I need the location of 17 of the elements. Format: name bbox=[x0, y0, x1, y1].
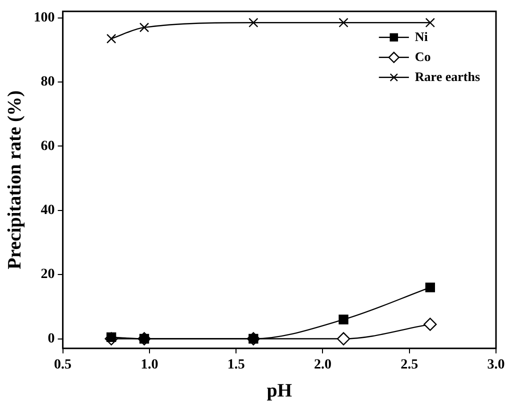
y-tick-label: 40 bbox=[40, 203, 55, 218]
x-axis-title: pH bbox=[266, 380, 292, 402]
x-tick-label: 1.5 bbox=[227, 357, 245, 372]
y-tick-label: 60 bbox=[40, 138, 55, 154]
x-tick-label: 1.0 bbox=[140, 357, 158, 372]
x-tick-label: 3.0 bbox=[487, 357, 505, 372]
legend-label: Ni bbox=[414, 28, 428, 44]
y-tick-label: 0 bbox=[48, 331, 55, 346]
legend-label: Rare earths bbox=[414, 68, 480, 84]
y-tick-label: 20 bbox=[40, 267, 55, 282]
x-tick-label: 0.5 bbox=[54, 357, 72, 372]
x-tick-label: 2.5 bbox=[400, 357, 418, 372]
x-tick-label: 2.0 bbox=[314, 357, 332, 372]
legend-label: Co bbox=[414, 48, 431, 64]
y-tick-label: 80 bbox=[40, 74, 55, 90]
y-axis-title: Precipitation rate (%) bbox=[4, 90, 26, 270]
y-tick-label: 100 bbox=[34, 10, 55, 26]
